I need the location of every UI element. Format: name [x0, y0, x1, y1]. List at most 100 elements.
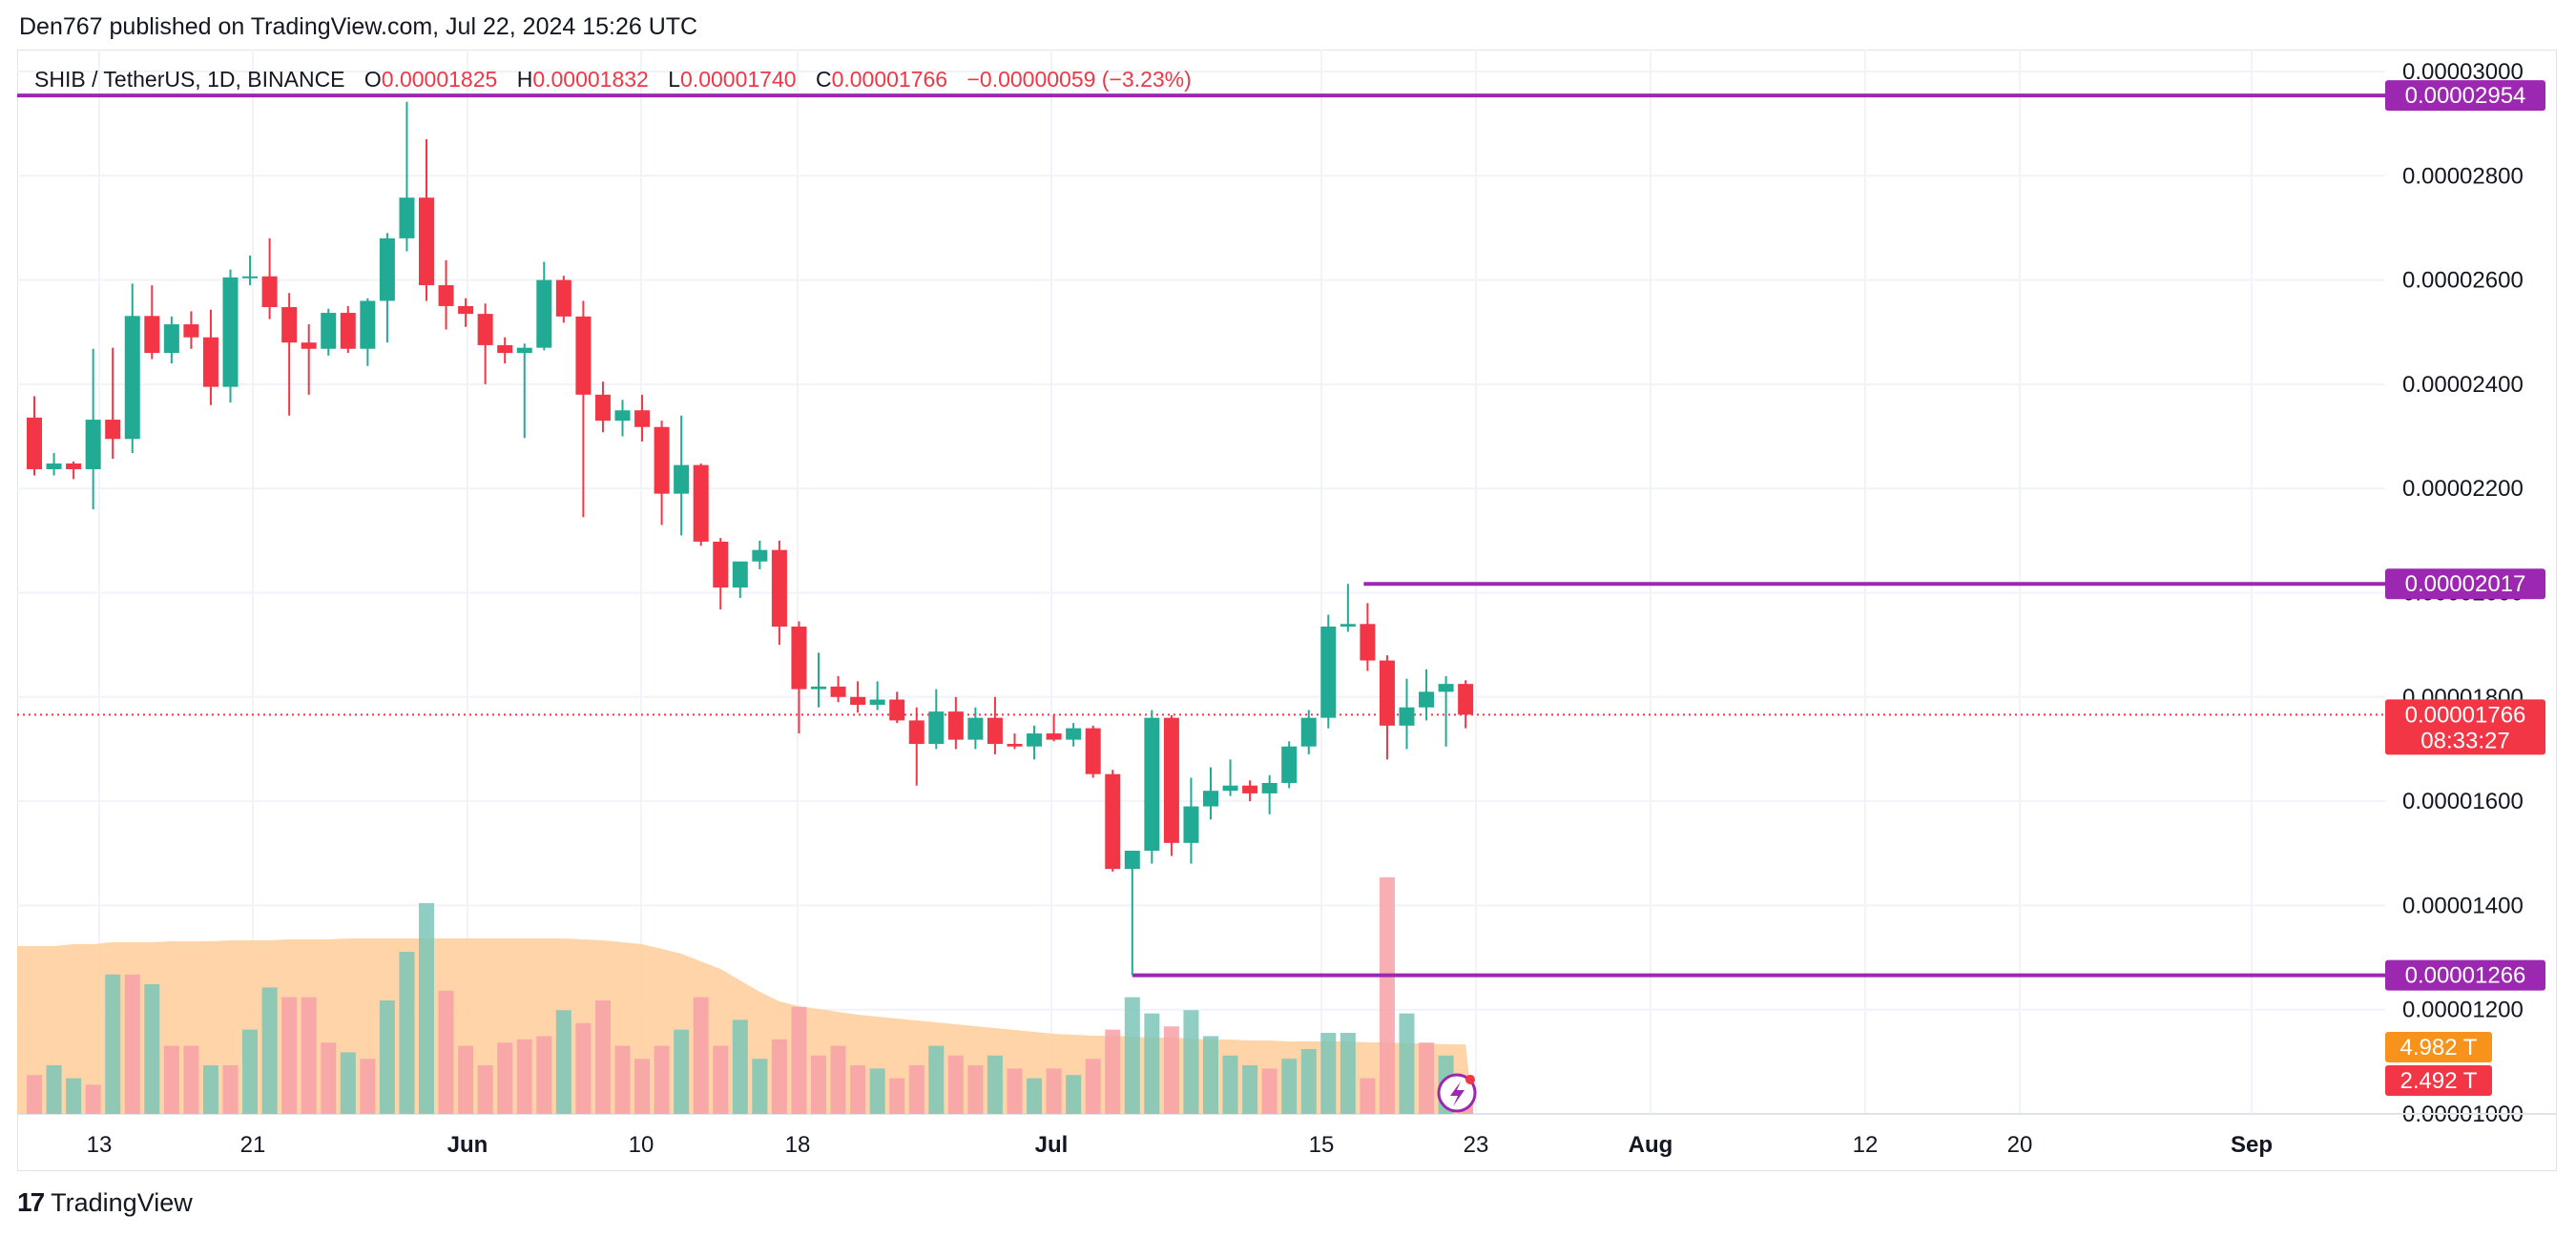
candle-body[interactable] [27, 417, 42, 469]
candle-body[interactable] [1438, 684, 1454, 692]
volume-bar [967, 1065, 984, 1114]
candle-body[interactable] [46, 463, 62, 469]
volume-bar [458, 1045, 474, 1114]
candle-body[interactable] [1300, 717, 1317, 747]
candle-body[interactable] [1379, 660, 1395, 726]
candle-body[interactable] [713, 541, 729, 588]
time-tick-label: 20 [2007, 1132, 2033, 1158]
candle-body[interactable] [1046, 733, 1062, 740]
candle-body[interactable] [360, 300, 376, 349]
chart-frame [17, 50, 2557, 1171]
volume-bar [321, 1042, 337, 1114]
candle-body[interactable] [1360, 624, 1376, 661]
candle-body[interactable] [242, 276, 259, 278]
candle-body[interactable] [222, 277, 239, 387]
candle-body[interactable] [163, 324, 179, 354]
time-tick-label: 23 [1464, 1132, 1489, 1158]
candle-body[interactable] [438, 285, 454, 306]
candle-body[interactable] [889, 699, 905, 721]
candle-body[interactable] [85, 420, 101, 469]
candle-body[interactable] [1066, 728, 1082, 740]
candle-body[interactable] [66, 463, 82, 469]
candle-body[interactable] [928, 711, 945, 744]
footer-branding[interactable]: 17 TradingView [17, 1187, 193, 1218]
candle-body[interactable] [340, 313, 356, 349]
candle-body[interactable] [144, 316, 160, 354]
candle-body[interactable] [1105, 773, 1121, 870]
candle-body[interactable] [575, 316, 592, 395]
candle-body[interactable] [1124, 851, 1140, 870]
time-tick-label: 10 [629, 1132, 654, 1158]
candle-body[interactable] [477, 314, 493, 345]
volume-bar [654, 1045, 670, 1114]
candle-body[interactable] [1281, 746, 1298, 783]
candle-body[interactable] [1261, 782, 1278, 793]
candle-body[interactable] [419, 197, 434, 286]
candle-body[interactable] [967, 717, 984, 740]
level-label-support-bg [2385, 959, 2545, 991]
candle-body[interactable] [947, 711, 964, 740]
candle-body[interactable] [850, 696, 866, 705]
candle-body[interactable] [301, 342, 317, 349]
symbol-label[interactable]: SHIB / TetherUS, 1D, BINANCE [34, 67, 345, 92]
volume-bar [242, 1029, 259, 1114]
candle-body[interactable] [124, 316, 140, 440]
candle-body[interactable] [1399, 707, 1415, 726]
candle-body[interactable] [752, 549, 768, 562]
volume-bar [1203, 1036, 1218, 1114]
candle-body[interactable] [1203, 791, 1218, 807]
candle-body[interactable] [497, 344, 513, 354]
candle-body[interactable] [555, 279, 571, 317]
high-value: 0.00001832 [532, 67, 649, 92]
candle-body[interactable] [1144, 717, 1160, 852]
level-label-high-bg [2385, 80, 2545, 112]
candle-body[interactable] [811, 686, 826, 690]
candle-body[interactable] [261, 276, 278, 308]
candle-body[interactable] [458, 305, 474, 315]
candle-body[interactable] [634, 410, 651, 427]
candle-body[interactable] [202, 337, 218, 387]
candle-body[interactable] [791, 627, 807, 690]
candle-body[interactable] [674, 464, 690, 494]
candle-body[interactable] [281, 307, 298, 343]
candle-body[interactable] [1222, 785, 1238, 792]
candle-body[interactable] [830, 686, 846, 697]
candle-body[interactable] [379, 237, 395, 301]
volume-bar [497, 1042, 513, 1114]
candle-body[interactable] [1242, 785, 1258, 793]
candle-body[interactable] [908, 720, 924, 744]
volume-bar [693, 997, 709, 1114]
volume-bar [144, 984, 160, 1114]
candle-body[interactable] [1085, 728, 1101, 774]
volume-bar [1360, 1078, 1376, 1114]
candle-body[interactable] [1340, 624, 1356, 628]
volume-bar [163, 1045, 179, 1114]
candle-body[interactable] [732, 561, 748, 588]
volume-bar [752, 1059, 768, 1114]
candle-body[interactable] [693, 464, 709, 542]
candle-body[interactable] [987, 717, 1003, 744]
candle-body[interactable] [321, 313, 337, 349]
volume-bar [1419, 1042, 1435, 1114]
candle-body[interactable] [1163, 717, 1179, 843]
candle-body[interactable] [1419, 691, 1435, 708]
candle-body[interactable] [1027, 733, 1043, 747]
close-value: 0.00001766 [831, 67, 948, 92]
candle-body[interactable] [594, 394, 611, 422]
candle-body[interactable] [183, 324, 199, 338]
candle-body[interactable] [516, 347, 532, 354]
candle-body[interactable] [869, 699, 885, 705]
volume-bar [419, 903, 434, 1114]
candle-body[interactable] [1183, 806, 1199, 843]
open-label: O [364, 67, 382, 92]
candle-body[interactable] [1007, 743, 1023, 747]
candle-body[interactable] [654, 426, 670, 494]
candle-body[interactable] [399, 197, 415, 238]
candle-body[interactable] [1320, 627, 1337, 718]
candle-body[interactable] [771, 549, 787, 628]
candle-body[interactable] [536, 279, 552, 348]
candle-body[interactable] [105, 420, 121, 440]
candle-body[interactable] [1458, 684, 1474, 715]
candle-body[interactable] [614, 410, 631, 422]
